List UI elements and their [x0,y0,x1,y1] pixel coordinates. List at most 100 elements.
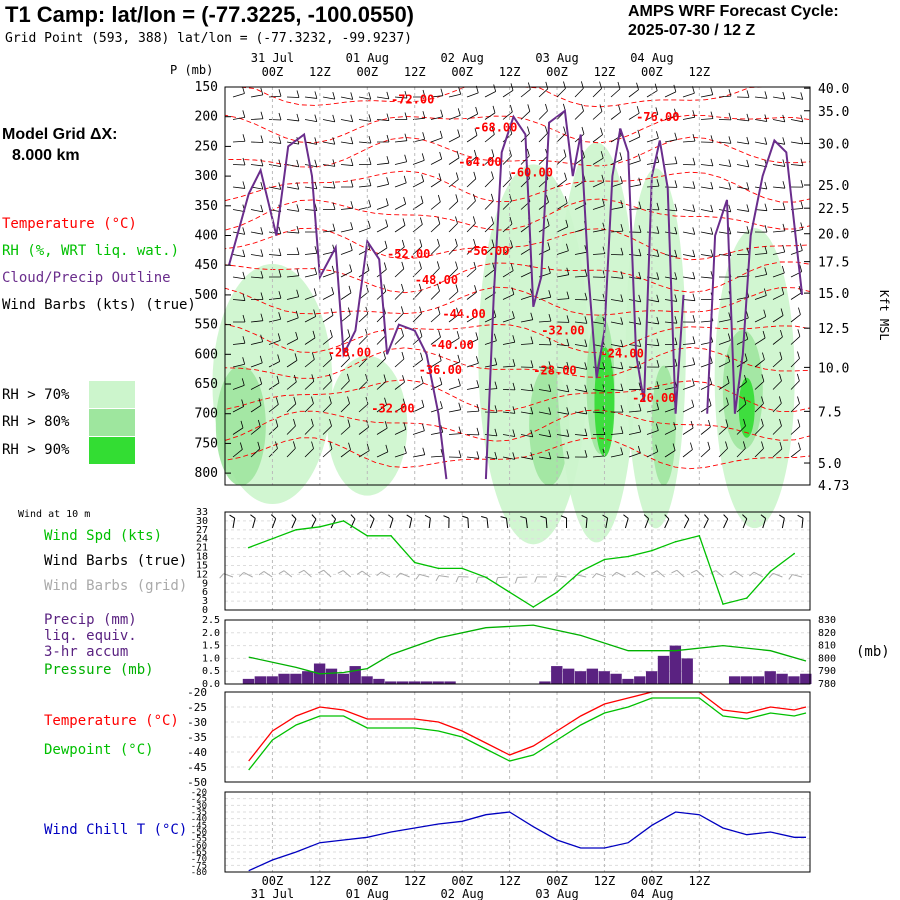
wind-barb-feather [386,177,390,185]
wind-barb [466,362,479,368]
wind-barb-feather [782,114,786,122]
precip-bar [242,678,255,684]
wind-barb-grid [772,572,783,578]
wind-barb-feather [332,202,336,210]
wind-barb-grid-flag [749,571,755,577]
wind-barb-feather [350,158,354,166]
wind-speed-point [745,597,748,599]
windchill-tick-label: -40 [191,815,207,825]
wind-barb [232,342,245,345]
precip-bar [278,673,290,684]
wind-barb [358,358,368,368]
wind-barb-true-flag [797,514,804,519]
wind-barb [340,403,350,413]
wind-barb-feather [476,380,480,388]
wind-barb [664,163,677,165]
wind-barb-feather [530,360,534,368]
wind-barb-feather [745,332,749,340]
panel-frame [224,619,811,685]
wind-barb-feather [383,374,387,382]
height-tick-label: 40.0 [818,82,849,97]
wind-barb-feather [403,175,407,183]
wind-barb-feather [491,171,494,179]
wind-barb-feather [276,375,280,383]
wind-barb [592,253,605,255]
wind-barb [574,389,587,393]
wind-barb-feather [278,136,282,144]
wind-barb-feather [782,202,786,210]
wind-barb [610,182,623,188]
wind-barb-feather [490,193,494,202]
wind-barb-feather [746,204,750,212]
wind-barb-feather [278,159,282,167]
wind-speed-point [532,606,535,608]
wind-barb-feather [494,333,497,341]
wind-barb-feather [347,396,350,404]
wind-barb-feather [401,351,405,360]
wind-barb-feather [726,397,729,405]
wind-barb [556,202,568,210]
wind-speed-point [485,576,487,579]
top-hour-label: 12Z [688,65,710,79]
temperature-contour-label: -32.00 [541,324,584,338]
wind-barb-feather [512,358,516,367]
wind-barb [466,456,479,459]
wind-barb-feather [548,361,552,369]
wind-barb-feather [472,216,476,224]
wind-barb [268,404,279,413]
wind-barb [286,209,299,212]
wind-barb-feather [312,330,316,338]
wind-barb-grid [576,574,587,578]
wind-barb-feather [404,154,408,162]
wind-barb-feather [440,401,443,409]
bottom-hour-label: 00Z [451,874,473,888]
wind-barb-grid-flag [258,571,265,576]
wind-barb [250,362,263,368]
wind-barb-feather [656,131,659,139]
wind-barb-feather [566,451,570,459]
wind-barb-grid [419,573,430,578]
wind-barb-feather [458,450,462,458]
wind-barb-feather [548,337,552,345]
wind-barb [448,433,461,435]
wind-barb-feather [742,441,746,449]
wind-barb-feather [440,425,444,433]
wind-barb-feather [746,90,750,98]
wind-barb-feather [278,269,282,278]
wind-barb [610,389,623,392]
wind-barb [754,274,767,278]
wind-barb [484,112,496,120]
vertical-section-chart: -72.00 -68.00 -76.00 -64.00 -60.00 -56.00 -52.… [170,63,891,545]
precip-tick-label: 0.0 [202,679,220,690]
top-date-label: 01 Aug [346,51,389,65]
wind-barb-true [311,518,317,529]
wind-barb-feather [743,396,747,405]
wind-barb [790,229,803,233]
wind-barb-grid-flag [376,571,382,577]
wind-barb [358,248,370,255]
wind-barb-true [545,517,548,529]
wind-barb-feather [690,442,693,450]
wind-barb [610,366,623,370]
wind-barb [790,141,803,145]
wind-barb [754,119,767,122]
wind-barb-feather [476,451,480,459]
wind-barb-feather [404,90,408,99]
wind-speed-point [651,549,653,552]
wind-barb [664,321,677,324]
wind-barb-feather [638,339,642,347]
wind-barb-feather [458,87,462,95]
wind-barb-true [801,517,804,529]
wind-barb [628,136,641,143]
wind-barb [718,141,731,144]
precip-label-2: liq. equiv. [44,628,137,644]
wind-barb [556,411,569,415]
wind-barb-feather [692,249,696,257]
wind-barb [448,93,461,98]
pressure-unit-label: (mb) [856,644,890,660]
wind-barb [718,361,730,368]
bottom-hour-label: 12Z [688,874,710,888]
pressure-tick-label: 700 [195,407,218,422]
wind-barb-feather [656,381,660,389]
wind-barb-feather [530,406,534,415]
